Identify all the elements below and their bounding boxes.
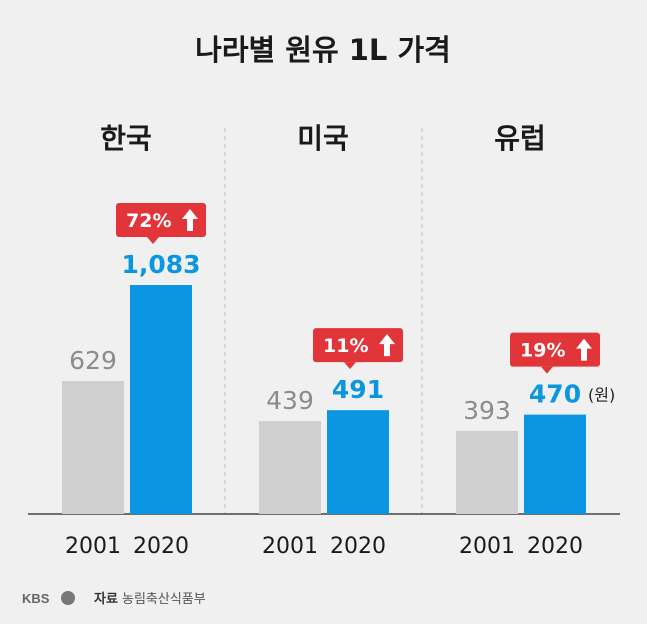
data-label: 470 — [529, 380, 581, 409]
bar-2020 — [524, 414, 586, 514]
x-tick-label: 2020 — [133, 534, 189, 559]
arrow-up-icon — [379, 334, 395, 357]
change-percent: 11% — [323, 335, 368, 357]
source-label: 자료 — [94, 592, 118, 607]
group-title: 미국 — [297, 122, 349, 155]
data-label: 393 — [463, 396, 511, 425]
kbs-logo: KBS — [22, 591, 50, 606]
group-title: 한국 — [100, 122, 152, 155]
change-badge — [510, 332, 600, 367]
source-footer: KBS 자료 농림축산식품부 — [22, 591, 206, 607]
source-text: 농림축산식품부 — [122, 592, 206, 607]
bar-2001 — [62, 380, 124, 514]
data-label: 491 — [332, 375, 384, 404]
change-badge-pointer — [147, 237, 159, 244]
change-badge-pointer — [344, 362, 356, 370]
bar-2020 — [327, 410, 389, 514]
change-percent: 72% — [126, 210, 171, 232]
change-badge — [313, 328, 403, 363]
x-tick-label: 2020 — [527, 534, 583, 559]
data-label: 629 — [69, 346, 117, 375]
x-tick-label: 2001 — [262, 534, 318, 559]
x-tick-label: 2020 — [330, 534, 386, 559]
group-title: 유럽 — [494, 122, 546, 155]
x-tick-label: 2001 — [459, 534, 515, 559]
unit-label: (원) — [588, 386, 615, 405]
data-label: 1,083 — [121, 250, 200, 279]
bar-2020 — [130, 285, 192, 514]
chart-title: 나라별 원유 1L 가격 — [195, 33, 451, 67]
kbs-logo-mark — [61, 591, 75, 605]
x-tick-label: 2001 — [65, 534, 121, 559]
change-badge — [116, 203, 206, 237]
arrow-up-icon — [576, 338, 592, 361]
data-label: 439 — [266, 386, 314, 415]
arrow-up-icon — [182, 209, 198, 231]
bar-2001 — [456, 430, 518, 514]
change-percent: 19% — [520, 340, 565, 362]
bar-2001 — [259, 421, 321, 514]
change-badge-pointer — [541, 366, 553, 374]
